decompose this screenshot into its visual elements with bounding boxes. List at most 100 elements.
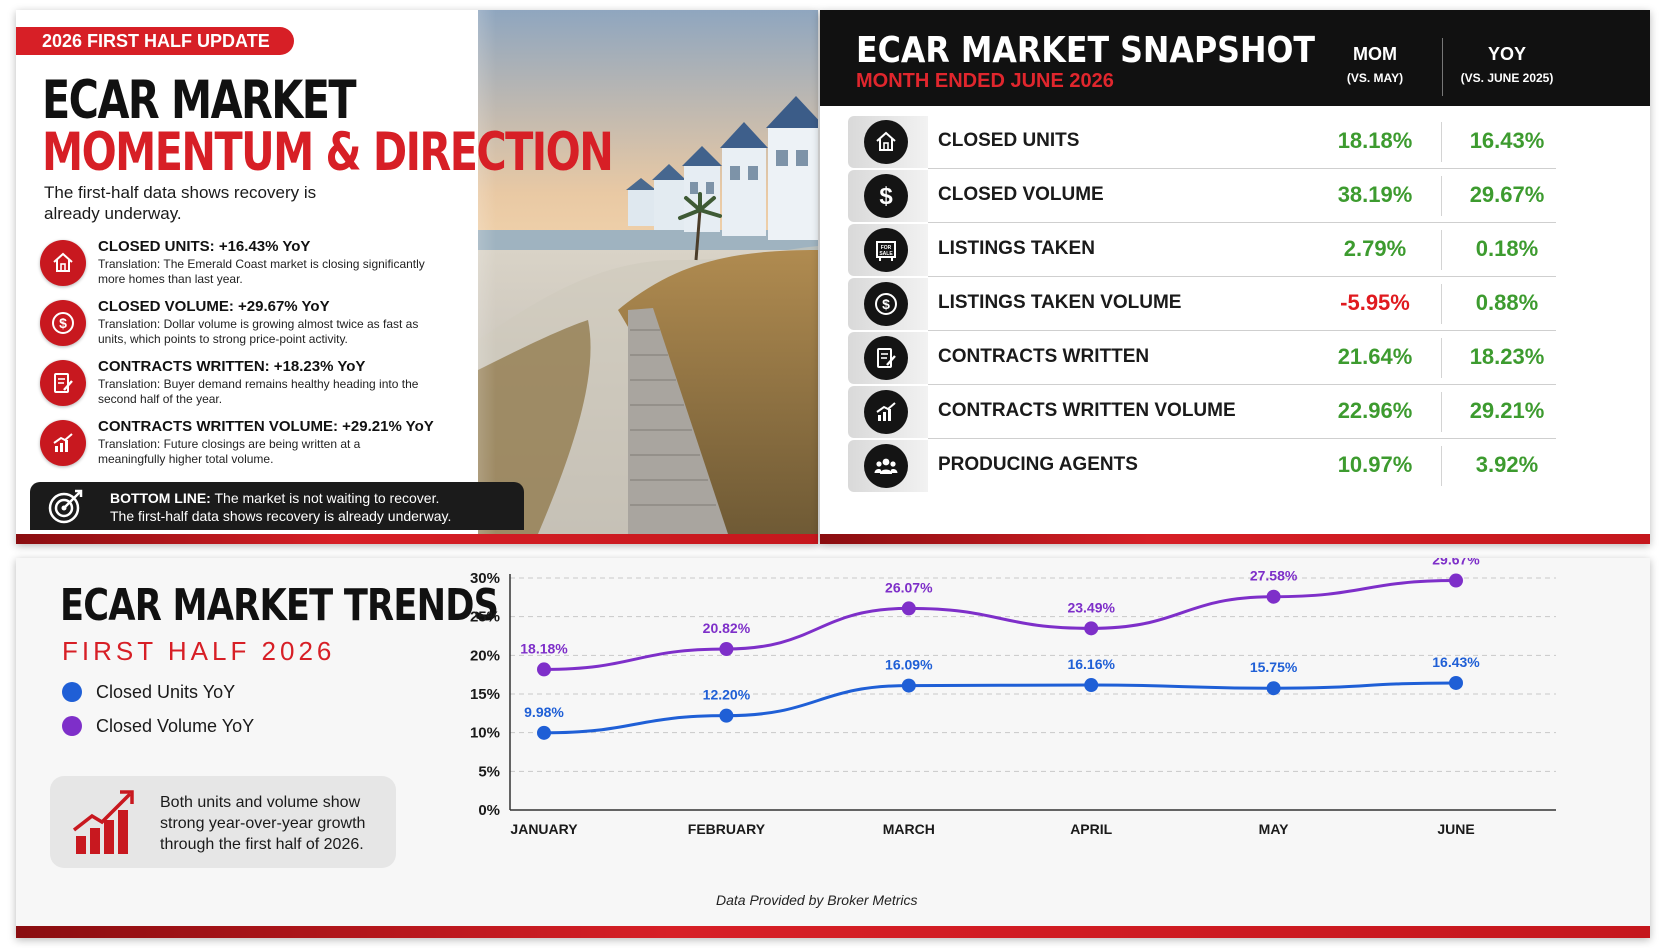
snapshot-card: ECAR MARKET SNAPSHOT MONTH ENDED JUNE 20… (820, 10, 1650, 544)
y-tick-label: 10% (470, 725, 500, 742)
data-label: 26.07% (885, 579, 933, 595)
row-label: LISTINGS TAKEN VOLUME (938, 292, 1182, 313)
data-point (719, 708, 734, 723)
row-rule (928, 330, 1556, 331)
contract-icon (40, 360, 86, 406)
row-separator (1441, 446, 1442, 486)
column-header-yoy: YOY (VS. JUNE 2025) (1460, 44, 1554, 85)
dollar-icon: $ (864, 174, 908, 218)
point-closed-units: CLOSED UNITS: +16.43% YoY Translation: T… (40, 238, 470, 296)
data-point (1449, 675, 1463, 690)
agents-group-icon (864, 444, 908, 488)
row-separator (1441, 122, 1442, 162)
data-point (719, 641, 734, 656)
x-tick-label: JANUARY (510, 821, 578, 837)
point-description: Translation: Dollar volume is growing al… (98, 317, 419, 346)
svg-text:$: $ (882, 296, 890, 312)
data-point (901, 678, 916, 693)
data-label: 16.16% (1067, 656, 1115, 672)
accent-bar (820, 534, 1650, 544)
for-sale-sign-icon: FOR SALE (864, 228, 908, 272)
data-point (1266, 681, 1281, 696)
y-tick-label: 15% (470, 686, 500, 703)
row-rule (928, 168, 1556, 169)
row-label: CLOSED VOLUME (938, 184, 1104, 205)
y-tick-label: 0% (478, 802, 500, 819)
trends-line-chart: 0% 5% 10% 15% 20% 25% 30% JANUARY FEBRUARY MARCH A… (470, 558, 1556, 837)
svg-text:$: $ (879, 184, 893, 208)
bottom-line-banner: BOTTOM LINE: The market is not waiting t… (30, 482, 524, 530)
data-point (537, 662, 551, 677)
row-separator (1441, 230, 1442, 270)
data-label: 23.49% (1067, 599, 1115, 615)
y-tick-label: 25% (470, 609, 500, 626)
data-label: 16.09% (885, 657, 933, 673)
dollar-circle-icon: $ (864, 282, 908, 326)
point-description: Translation: Future closings are being w… (98, 437, 361, 466)
point-contracts-written-volume: CONTRACTS WRITTEN VOLUME: +29.21% YoY Tr… (40, 418, 470, 476)
row-mom-value: 38.19% (1337, 182, 1413, 207)
y-tick-label: 30% (470, 570, 500, 587)
row-yoy-value: 29.67% (1469, 182, 1545, 207)
photo-fade (356, 10, 496, 534)
snapshot-row-closed-volume: $ CLOSED VOLUME 38.19% 29.67% (848, 170, 1638, 223)
row-yoy-value: 3.92% (1475, 452, 1539, 477)
row-label: LISTINGS TAKEN (938, 238, 1095, 259)
snapshot-row-closed-units: CLOSED UNITS 18.18% 16.43% (848, 116, 1638, 169)
beach-houses-photo (478, 10, 818, 534)
y-tick-label: 20% (470, 647, 500, 664)
data-label: 16.43% (1432, 654, 1480, 670)
row-rule (928, 438, 1556, 439)
data-label: 27.58% (1250, 568, 1298, 584)
snapshot-title: ECAR MARKET SNAPSHOT (856, 30, 1316, 71)
row-yoy-value: 0.18% (1475, 236, 1539, 261)
data-label: 29.67% (1432, 558, 1480, 568)
snapshot-row-contracts-written: CONTRACTS WRITTEN 21.64% 18.23% (848, 332, 1638, 385)
bottom-line-text2: The first-half data shows recovery is al… (110, 508, 452, 524)
data-point (1266, 589, 1281, 604)
data-label: 18.18% (520, 640, 568, 656)
momentum-subtitle: The first-half data shows recovery is al… (44, 183, 317, 223)
trends-card: ECAR MARKET TRENDS FIRST HALF 2026 Close… (16, 558, 1650, 938)
series-line-1 (543, 579, 1457, 671)
row-separator (1441, 284, 1442, 324)
row-yoy-value: 29.21% (1469, 398, 1545, 423)
point-heading: CLOSED UNITS: +16.43% YoY (98, 238, 311, 255)
bottom-line-text: BOTTOM LINE: The market is not waiting t… (110, 490, 452, 524)
trends-subtitle: FIRST HALF 2026 (62, 636, 336, 666)
column-separator (1442, 38, 1443, 96)
house-icon (40, 240, 86, 286)
bottom-line-label: BOTTOM LINE: (110, 490, 211, 506)
row-separator (1441, 392, 1442, 432)
svg-text:FOR: FOR (881, 245, 892, 251)
row-rule (928, 222, 1556, 223)
data-label: 20.82% (703, 620, 751, 636)
row-mom-value: 2.79% (1343, 236, 1407, 261)
growth-chart-icon (864, 390, 908, 434)
momentum-title-line1: ECAR MARKET (42, 70, 357, 131)
growth-chart-icon (70, 786, 142, 863)
momentum-card: 2026 FIRST HALF UPDATE ECAR MARKET MOMEN… (16, 10, 818, 544)
update-badge: 2026 FIRST HALF UPDATE (16, 27, 294, 55)
x-tick-label: MARCH (883, 821, 935, 837)
trends-note-text: Both units and volume show strong year-o… (160, 794, 366, 853)
x-tick-label: APRIL (1070, 821, 1112, 837)
point-description: Translation: The Emerald Coast market is… (98, 257, 425, 286)
row-rule (928, 276, 1556, 277)
row-label: CONTRACTS WRITTEN (938, 346, 1150, 367)
row-rule (928, 384, 1556, 385)
row-separator (1441, 176, 1442, 216)
trends-title: ECAR MARKET TRENDS (60, 580, 499, 631)
svg-text:$: $ (59, 315, 67, 331)
point-contracts-written: CONTRACTS WRITTEN: +18.23% YoY Translati… (40, 358, 470, 416)
row-mom-value: 22.96% (1337, 398, 1413, 423)
accent-bar (16, 534, 818, 544)
point-heading: CONTRACTS WRITTEN: +18.23% YoY (98, 358, 366, 375)
row-mom-value: -5.95% (1340, 290, 1410, 315)
snapshot-subtitle: MONTH ENDED JUNE 2026 (856, 70, 1114, 92)
data-point (1084, 621, 1099, 636)
data-label: 15.75% (1250, 659, 1298, 675)
dollar-icon: $ (40, 300, 86, 346)
contract-icon (864, 336, 908, 380)
svg-text:SALE: SALE (879, 251, 893, 257)
